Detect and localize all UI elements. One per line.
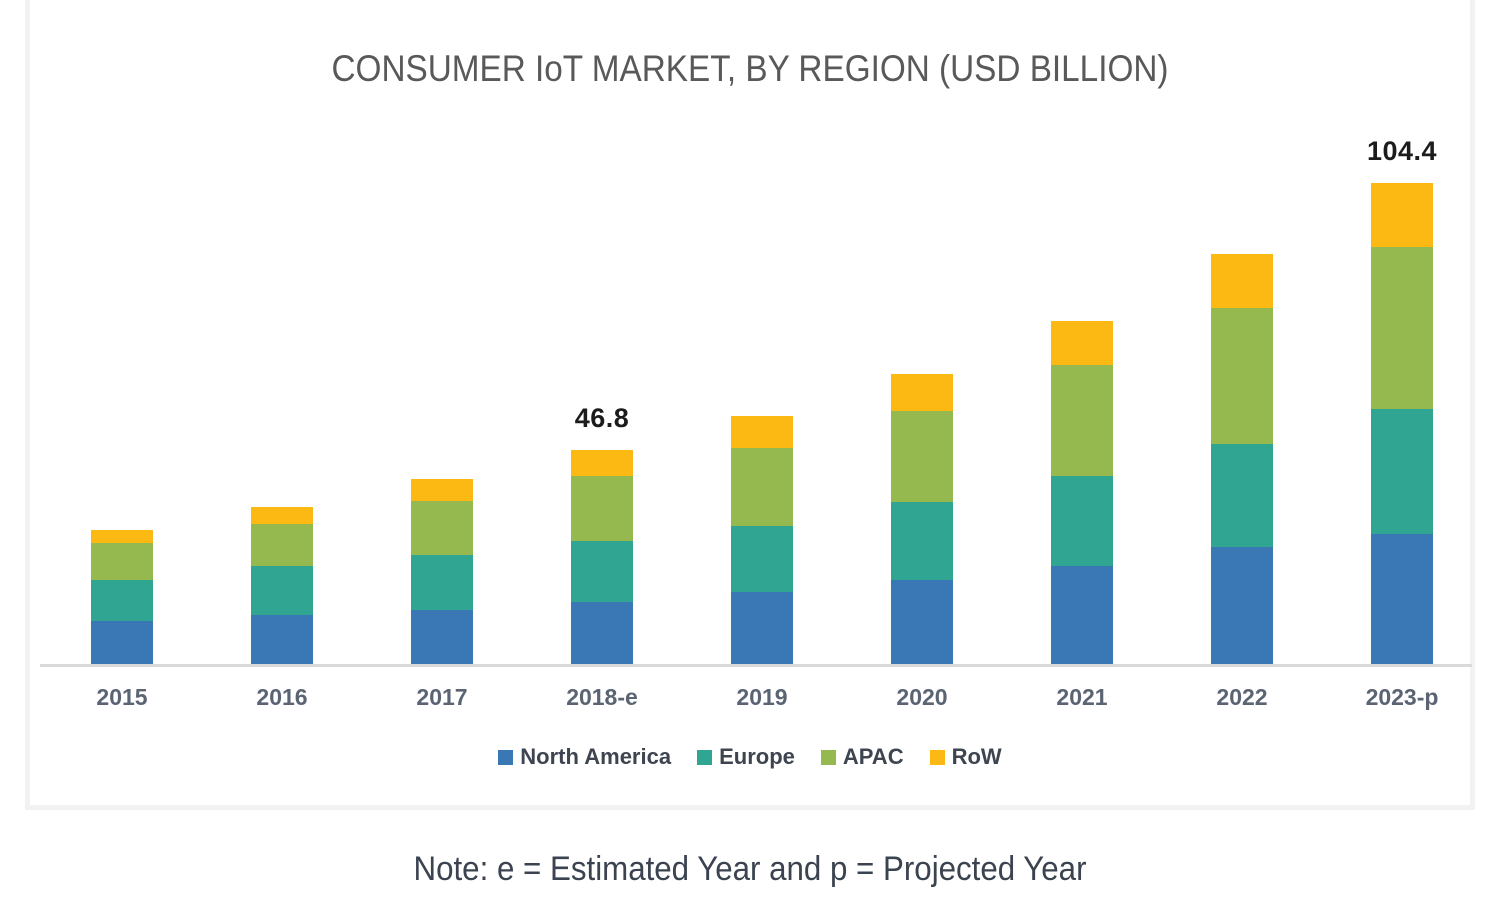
x-axis-label: 2015 [96,684,148,710]
stacked-bar [91,529,153,666]
x-axis-label: 2022 [1216,684,1268,710]
bar-column-2021 [1002,146,1162,666]
bar-segment-row [571,449,633,477]
bar-segment-apac [1371,246,1433,410]
legend-label: APAC [842,744,904,769]
legend-item-apac: APAC [820,744,904,770]
bar-segment-row [1371,183,1433,247]
stacked-bar [891,373,953,666]
bar-segment-europe [411,554,473,610]
bar-column-2019 [682,146,842,666]
x-axis-label: 2023-p [1365,684,1439,710]
x-axis-label: 2017 [416,684,468,710]
bar-segment-north-america [731,591,793,666]
stacked-bar [1051,320,1113,666]
bar-column-2022 [1162,146,1322,666]
x-axis-label: 2021 [1056,684,1108,710]
bar-segment-europe [731,525,793,592]
bar-segment-north-america [91,621,153,666]
bar-segment-north-america [1051,565,1113,666]
stacked-bar [411,478,473,666]
bar-segment-north-america [891,579,953,666]
bar-segment-north-america [251,615,313,666]
bar-segment-europe [891,501,953,580]
legend-item-north-america: North America [498,744,671,770]
bar-segment-row [411,478,473,502]
bar-segment-europe [1371,409,1433,535]
stacked-bar [1211,253,1273,666]
bar-value-label: 46.8 [574,403,630,433]
legend-item-row: RoW [929,744,1002,770]
legend-swatch-icon [697,749,713,765]
bar-segment-europe [91,580,153,622]
x-axis-line [40,664,1472,667]
plot-area: 46.8 104.4 [42,136,1482,666]
legend-swatch-icon [929,749,945,765]
bar-column-2020 [842,146,1002,666]
bar-segment-apac [731,448,793,526]
bar-segment-row [251,507,313,525]
bar-segment-apac [251,524,313,567]
bar-column-2015 [42,146,202,666]
bar-segment-apac [891,410,953,502]
legend-label: RoW [951,744,1002,769]
bar-segment-row [1051,320,1113,366]
bar-segment-apac [91,543,153,581]
bar-value-label: 104.4 [1366,136,1438,166]
legend-label: Europe [719,744,795,769]
stacked-bar [571,449,633,666]
bar-column-2016 [202,146,362,666]
bar-segment-apac [411,501,473,555]
bar-segment-row [731,415,793,449]
bar-column-2017 [362,146,522,666]
bar-segment-row [1211,253,1273,308]
legend-swatch-icon [820,749,836,765]
legend: North America Europe APAC RoW [25,744,1475,770]
stacked-bar [731,415,793,666]
chart-note: Note: e = Estimated Year and p = Project… [413,850,1087,888]
bar-column-2018-e: 46.8 [522,146,682,666]
bar-segment-europe [1211,443,1273,548]
legend-swatch-icon [498,749,514,765]
stacked-bar [251,507,313,666]
chart-title: CONSUMER IoT MARKET, BY REGION (USD BILL… [331,48,1169,89]
legend-item-europe: Europe [697,744,795,770]
bar-segment-europe [571,540,633,602]
stacked-bar [1371,183,1433,666]
x-axis-labels: 2015 2016 2017 2018-e 2019 2020 2021 2022 2023-p [42,684,1482,711]
bar-segment-europe [1051,476,1113,566]
bar-segment-apac [1051,365,1113,477]
x-axis-label: 2016 [256,684,308,710]
bar-segment-north-america [411,609,473,666]
bar-segment-row [91,529,153,544]
bar-segment-north-america [1371,534,1433,666]
bar-segment-apac [571,476,633,541]
x-axis-label: 2018-e [566,684,638,710]
x-axis-label: 2019 [736,684,788,710]
bar-segment-north-america [571,601,633,666]
x-axis-label: 2020 [896,684,948,710]
bar-segment-europe [251,566,313,616]
bar-column-2023-p: 104.4 [1322,136,1482,666]
legend-label: North America [520,744,672,769]
bar-segment-row [891,373,953,411]
bar-segment-north-america [1211,547,1273,666]
bar-segment-apac [1211,307,1273,444]
